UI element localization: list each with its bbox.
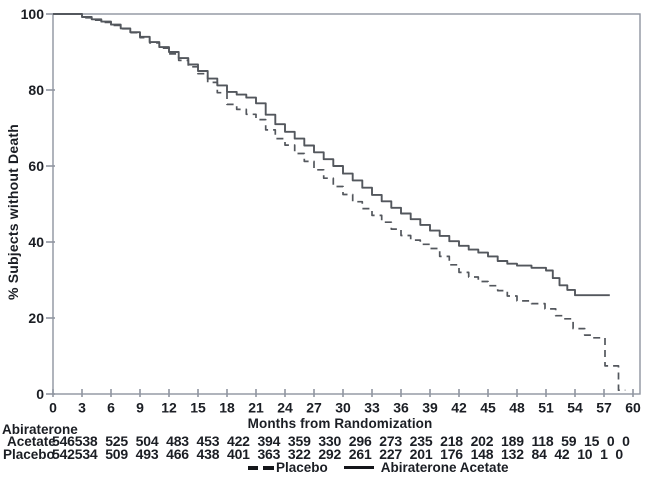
at-risk-values-acetate: 546538 525 504 483 453 422 394 359 330 2…: [52, 433, 630, 449]
x-tick-label: 6: [107, 400, 115, 416]
placebo-dashed-line-key: [248, 465, 274, 470]
x-tick-label: 27: [306, 400, 322, 416]
y-tick-label: 20: [28, 310, 44, 326]
x-tick-label: 33: [364, 400, 380, 416]
x-tick-label: 57: [596, 400, 612, 416]
x-tick-label: 3: [78, 400, 86, 416]
at-risk-row-label-placebo: Placebo: [3, 447, 55, 462]
x-tick-label: 15: [190, 400, 206, 416]
survival-curve-placebo: [53, 13, 626, 392]
x-tick-label: 48: [509, 400, 525, 416]
y-tick-label: 40: [28, 234, 44, 250]
y-tick-label: 80: [28, 82, 44, 98]
x-tick-label: 42: [451, 400, 467, 416]
x-tick-label: 39: [422, 400, 438, 416]
x-tick-label: 12: [161, 400, 177, 416]
x-tick-label: 24: [277, 400, 293, 416]
y-axis-title: % Subjects without Death: [5, 124, 21, 300]
x-tick-label: 36: [393, 400, 409, 416]
x-tick-label: 54: [567, 400, 583, 416]
chart-legend: Placebo Abiraterone Acetate: [248, 460, 509, 475]
x-tick-label: 51: [538, 400, 554, 416]
x-tick-label: 18: [219, 400, 235, 416]
x-tick-label: 60: [625, 400, 641, 416]
at-risk-values-placebo: 542534 509 493 466 438 401 363 322 292 2…: [52, 446, 623, 462]
x-tick-label: 21: [248, 400, 264, 416]
x-tick-label: 45: [480, 400, 496, 416]
y-tick-label: 0: [36, 386, 44, 402]
x-axis-title: Months from Randomization: [247, 416, 433, 431]
abiraterone-solid-line-key: [343, 466, 374, 469]
x-tick-label: 30: [335, 400, 351, 416]
y-tick-label: 100: [21, 6, 45, 22]
legend-label-placebo: Placebo: [276, 460, 328, 475]
x-tick-label: 0: [49, 400, 57, 416]
at-risk-header: Abiraterone: [2, 422, 78, 437]
x-tick-label: 9: [136, 400, 144, 416]
plot-frame: [52, 13, 641, 395]
legend-label-abiraterone: Abiraterone Acetate: [380, 460, 509, 475]
at-risk-row-label-acetate: Acetate: [7, 434, 56, 449]
y-tick-label: 60: [28, 158, 44, 174]
survival-curve-abiraterone-acetate: [53, 13, 610, 297]
